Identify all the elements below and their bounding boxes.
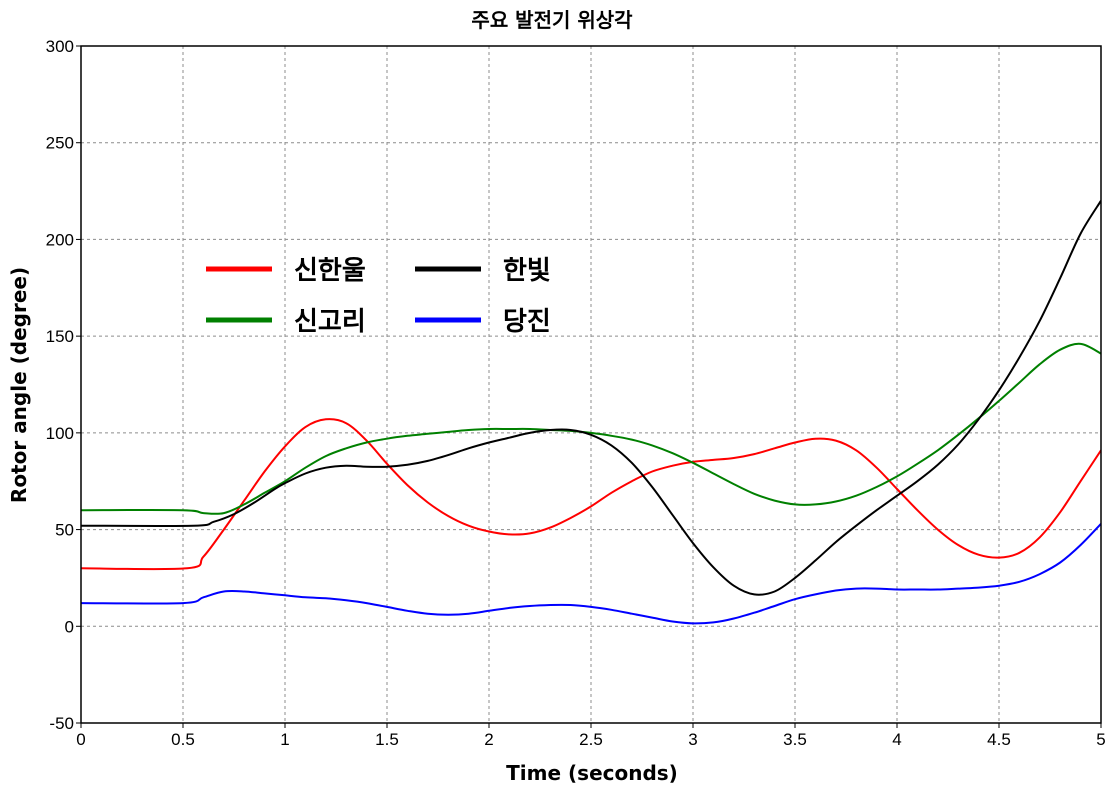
- x-tick-label: 3.5: [783, 730, 807, 749]
- series-line-0: [81, 418, 1101, 571]
- x-tick-label: 2: [484, 730, 493, 749]
- x-tick-label: 5: [1096, 730, 1105, 749]
- y-tick-label: 100: [46, 424, 74, 443]
- x-tick-label: 3: [688, 730, 697, 749]
- legend-label-1: 신고리: [294, 307, 366, 337]
- x-tick-label: 4.5: [987, 730, 1011, 749]
- y-tick-label: 200: [46, 230, 74, 249]
- x-axis-label: Time (seconds): [506, 761, 678, 785]
- series-line-3: [81, 523, 1101, 625]
- grid-lines: [81, 46, 1101, 723]
- y-tick-label: 50: [55, 521, 74, 540]
- x-tick-label: 1: [280, 730, 289, 749]
- legend-label-2: 한빛: [503, 256, 551, 286]
- legend-label-3: 당진: [503, 307, 551, 337]
- y-tick-label: 150: [46, 327, 74, 346]
- y-tick-label: -50: [49, 714, 74, 733]
- x-tick-label: 0.5: [171, 730, 195, 749]
- series-lines: [81, 200, 1101, 625]
- y-tick-label: 300: [46, 37, 74, 56]
- chart-title: 주요 발전기 위상각: [471, 8, 633, 32]
- x-tick-label: 0: [76, 730, 85, 749]
- axis-ticks: 0 0.5 1 1.5 2 2.5 3 3.5 4 4.5 5-500501001502002503…: [46, 37, 1106, 749]
- y-axis-label: Rotor angle (degree): [7, 267, 31, 503]
- y-tick-label: 0: [65, 617, 74, 636]
- series-line-1: [81, 342, 1101, 515]
- legend-label-0: 신한울: [294, 256, 366, 286]
- series-line-2: [81, 200, 1101, 596]
- x-tick-label: 2.5: [579, 730, 603, 749]
- x-tick-label: 1.5: [375, 730, 399, 749]
- x-tick-label: 4: [892, 730, 901, 749]
- y-tick-label: 250: [46, 134, 74, 153]
